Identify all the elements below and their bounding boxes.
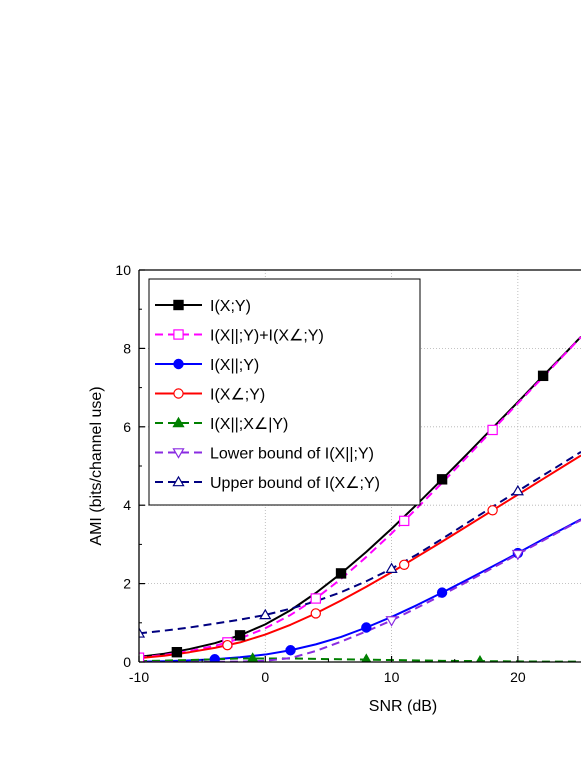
series-3-marker: [361, 622, 372, 633]
series-2-marker: [310, 593, 322, 604]
y-tick-label: 2: [123, 576, 131, 592]
series-1-marker: [171, 646, 183, 658]
legend-label-5: I(X||;X∠|Y): [210, 416, 288, 433]
series-1-marker: [234, 630, 246, 641]
x-tick-label: 10: [384, 669, 400, 685]
series-line-2: [139, 336, 581, 659]
x-tick-label: 20: [510, 669, 526, 685]
series-4-marker: [310, 608, 321, 619]
x-axis-title: SNR (dB): [369, 698, 437, 715]
series-7-marker: [139, 627, 146, 638]
series-3-marker: [209, 654, 220, 662]
x-tick-label: -10: [129, 669, 149, 685]
series-3-marker: [436, 587, 448, 598]
series-1-marker: [537, 370, 549, 382]
legend-marker-6: [172, 448, 185, 459]
y-tick-label: 0: [123, 654, 131, 670]
y-tick-label: 10: [115, 262, 131, 278]
legend-marker-2: [173, 329, 184, 340]
legend-marker-3: [173, 358, 184, 370]
series-markers: [139, 370, 549, 662]
series-6-marker: [385, 616, 398, 627]
series-6-marker: [511, 549, 524, 561]
series-2-marker: [487, 424, 498, 436]
y-tick-label: 8: [123, 340, 131, 356]
y-axis-title: AMI (bits/channel use): [88, 386, 105, 545]
series-1-marker: [436, 474, 448, 485]
series-5-marker: [361, 653, 372, 662]
series-2-marker: [399, 515, 410, 527]
legend-label-1: I(X;Y): [210, 298, 251, 315]
legend-items: I(X;Y) I(X||;Y)+I(X∠;Y) I(X||;Y) I(X∠;Y) I(X…: [155, 298, 380, 492]
legend-label-2: I(X||;Y)+I(X∠;Y): [210, 328, 324, 345]
legend-label-7: Upper bound of I(X∠;Y): [210, 475, 380, 492]
series-7-marker: [259, 608, 272, 620]
legend-marker-7: [172, 475, 185, 487]
series-2-marker: [139, 652, 145, 662]
legend-marker-5: [172, 416, 185, 428]
legend-box: [148, 278, 421, 506]
series-1-marker: [335, 568, 347, 579]
legend-marker-1: [173, 299, 184, 311]
legend-label-3: I(X||;Y): [210, 357, 259, 374]
x-tick-label: 0: [261, 669, 269, 685]
series-7-marker: [385, 562, 398, 573]
legend-label-6: Lower bound of I(X||;Y): [210, 446, 374, 463]
legend: I(X;Y) I(X||;Y)+I(X∠;Y) I(X||;Y) I(X∠;Y) I(X…: [148, 278, 421, 506]
series-7-marker: [511, 484, 524, 496]
series-4-marker: [487, 505, 498, 516]
series-3-marker: [285, 645, 296, 656]
y-tick-label: 6: [123, 419, 131, 435]
series-5-marker: [246, 652, 259, 662]
series-4-marker: [222, 639, 233, 651]
y-tick-label: 4: [123, 497, 131, 513]
legend-label-4: I(X∠;Y): [210, 387, 265, 404]
series-4-marker: [399, 559, 410, 570]
legend-marker-4: [173, 388, 184, 399]
series-5-marker: [475, 654, 485, 662]
